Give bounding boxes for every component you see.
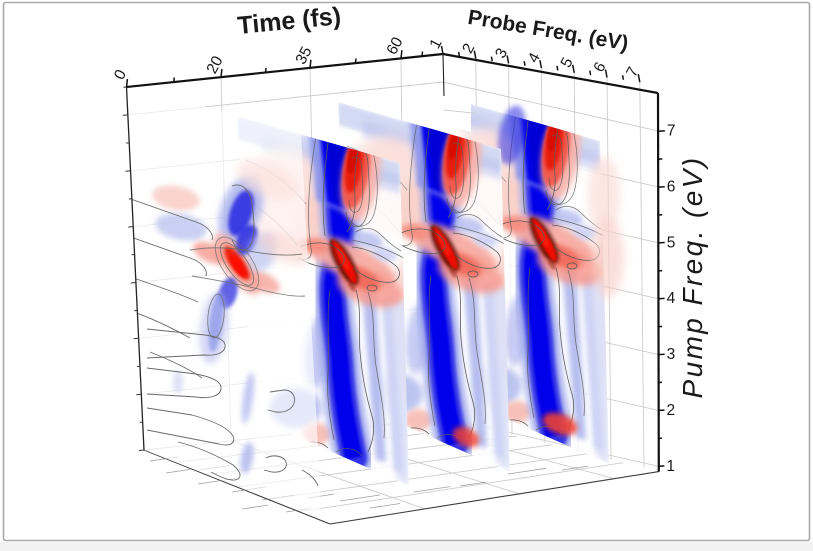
svg-text:20: 20 [203,53,226,77]
svg-text:1: 1 [666,458,675,475]
svg-text:60: 60 [383,34,406,58]
svg-text:7: 7 [667,123,676,140]
svg-text:6: 6 [667,179,676,196]
svg-text:3: 3 [667,346,676,363]
svg-text:5: 5 [667,234,676,251]
svg-text:2: 2 [667,402,676,419]
svg-text:35: 35 [292,44,315,67]
svg-text:Pump Freq. (eV): Pump Freq. (eV) [677,156,708,399]
svg-text:4: 4 [667,290,676,307]
